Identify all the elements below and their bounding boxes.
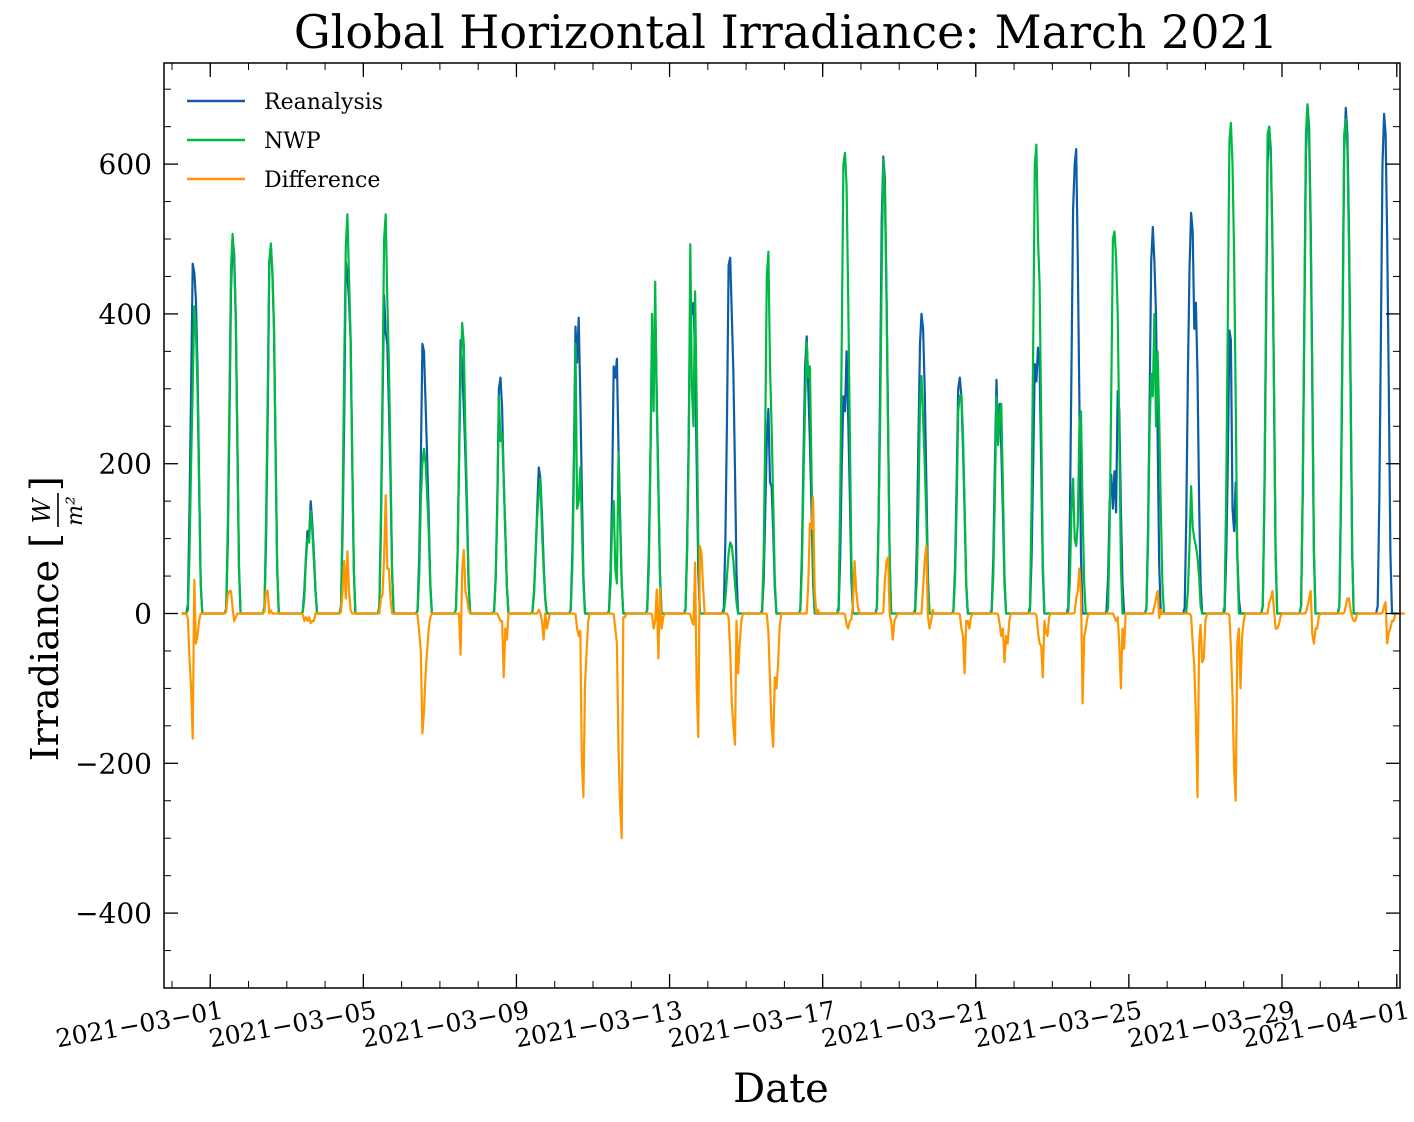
x-tick-label: 2021−03−01 — [54, 995, 226, 1053]
x-tick-label: 2021−03−25 — [972, 995, 1144, 1053]
y-tick-label: 400 — [99, 298, 152, 331]
y-axis-ticks: −400 −200 0 200 400 600 — [75, 88, 1400, 952]
y-tick-label: −200 — [75, 747, 152, 780]
x-axis-label: Date — [733, 1066, 829, 1112]
series-group — [181, 103, 1405, 840]
y-tick-label: 0 — [134, 598, 152, 631]
x-tick-label: 2021−03−05 — [207, 995, 379, 1053]
y-axis-label-denominator: m² — [63, 496, 88, 526]
y-axis-label-close: ] — [23, 476, 67, 491]
x-tick-label: 2021−03−21 — [819, 995, 991, 1053]
legend-label-reanalysis: Reanalysis — [264, 90, 383, 115]
series-line-difference — [181, 494, 1405, 840]
y-tick-label: 600 — [99, 148, 152, 181]
x-tick-label: 2021−03−17 — [666, 995, 838, 1053]
y-tick-label: 200 — [99, 448, 152, 481]
y-axis-label: Irradiance [ W m² ] — [23, 476, 88, 761]
y-axis-label-main: Irradiance [ — [23, 533, 67, 761]
x-tick-label: 2021−03−13 — [513, 995, 685, 1053]
y-tick-label: −400 — [75, 897, 152, 930]
legend-label-difference: Difference — [264, 168, 380, 193]
chart-title: Global Horizontal Irradiance: March 2021 — [294, 5, 1278, 59]
plot-frame — [163, 62, 1401, 989]
x-tick-label: 2021−03−09 — [360, 995, 532, 1053]
y-axis-label-numerator: W — [28, 496, 56, 523]
legend: Reanalysis NWP Difference — [187, 90, 383, 193]
legend-label-nwp: NWP — [264, 129, 321, 154]
